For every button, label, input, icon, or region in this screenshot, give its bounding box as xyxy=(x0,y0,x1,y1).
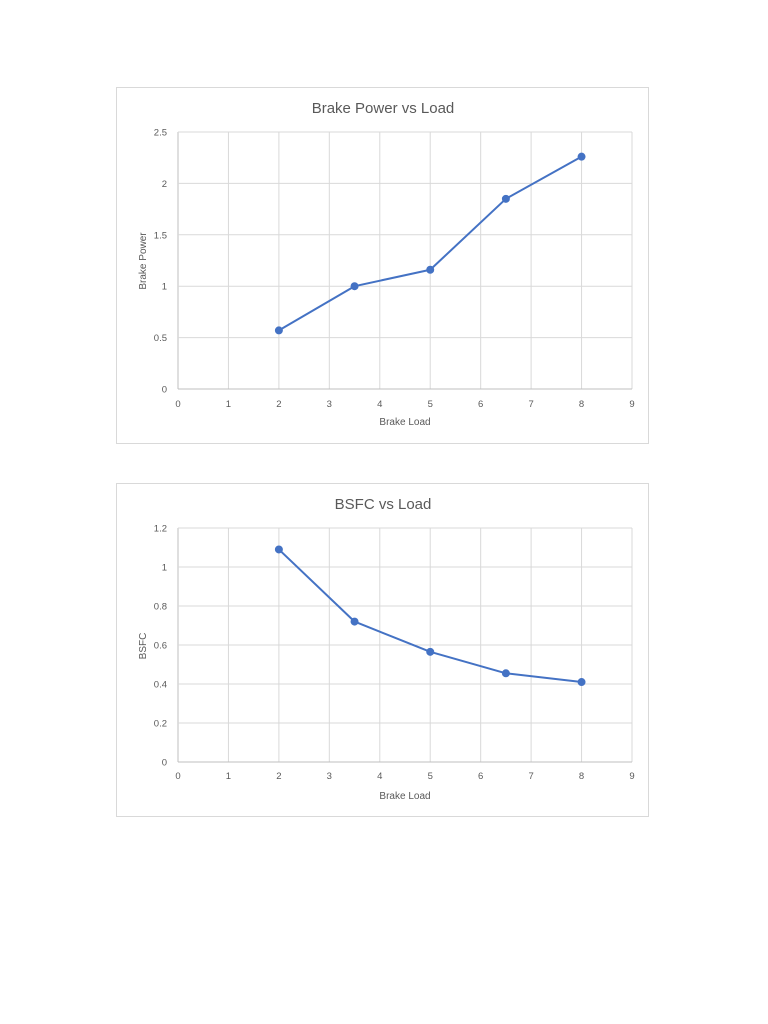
x-tick-label: 4 xyxy=(377,399,382,410)
y-tick-label: 0.4 xyxy=(154,680,167,691)
x-tick-label: 5 xyxy=(428,399,433,410)
data-point xyxy=(274,545,283,554)
x-tick-label: 8 xyxy=(579,399,584,410)
y-tick-label: 1 xyxy=(162,563,167,574)
x-axis-title: Brake Load xyxy=(379,791,430,802)
x-tick-label: 6 xyxy=(478,399,483,410)
x-tick-label: 1 xyxy=(226,771,231,782)
chart-title: Brake Power vs Load xyxy=(312,100,455,117)
bsfc-chart: BSFC vs Load 0 1 2 3 4 5 6 7 8 9 0 0.2 0.4 0.6 0.8 1 1.2… xyxy=(116,483,649,817)
x-tick-label: 8 xyxy=(579,771,584,782)
x-axis-title: Brake Load xyxy=(379,417,430,428)
x-tick-label: 3 xyxy=(327,399,332,410)
brake-power-chart-svg: Brake Power vs Load 0 1 2 3 4 5 6 7 8 9 0 0.5 1 1.5 2 2… xyxy=(138,100,635,428)
x-tick-label: 9 xyxy=(629,771,634,782)
y-tick-label: 1.2 xyxy=(154,524,167,535)
x-tick-label: 2 xyxy=(276,771,281,782)
x-tick-label: 0 xyxy=(175,771,180,782)
y-tick-label: 2.5 xyxy=(154,128,167,139)
y-tick-label: 0.6 xyxy=(154,641,167,652)
x-tick-label: 4 xyxy=(377,771,382,782)
bsfc-chart-svg: BSFC vs Load 0 1 2 3 4 5 6 7 8 9 0 0.2 0.4 0.6 0.8 1 1.2… xyxy=(138,496,635,802)
data-point xyxy=(350,282,359,291)
y-tick-label: 0.2 xyxy=(154,719,167,730)
y-tick-label: 0 xyxy=(162,758,167,769)
data-point xyxy=(501,194,510,203)
y-tick-label: 0.5 xyxy=(154,333,167,344)
x-tick-label: 7 xyxy=(528,771,533,782)
y-tick-label: 0.8 xyxy=(154,602,167,613)
chart-title: BSFC vs Load xyxy=(335,496,432,513)
y-tick-label: 0 xyxy=(162,385,167,396)
y-axis-title: BSFC xyxy=(138,633,149,660)
x-tick-label: 1 xyxy=(226,399,231,410)
x-tick-label: 9 xyxy=(629,399,634,410)
x-tick-label: 2 xyxy=(276,399,281,410)
x-tick-label: 7 xyxy=(528,399,533,410)
y-axis-title: Brake Power xyxy=(138,232,149,290)
data-point xyxy=(501,669,510,678)
x-tick-label: 5 xyxy=(428,771,433,782)
data-point xyxy=(350,617,359,626)
data-point xyxy=(577,678,586,687)
data-point xyxy=(426,265,435,274)
data-point xyxy=(577,152,586,161)
x-tick-label: 0 xyxy=(175,399,180,410)
y-tick-label: 2 xyxy=(162,179,167,190)
y-tick-label: 1.5 xyxy=(154,230,167,241)
data-point xyxy=(274,326,283,335)
brake-power-chart: Brake Power vs Load 0 1 2 3 4 5 6 7 8 9 0 0.5 1 1.5 2 2… xyxy=(116,87,649,444)
x-tick-label: 3 xyxy=(327,771,332,782)
x-tick-label: 6 xyxy=(478,771,483,782)
y-tick-label: 1 xyxy=(162,282,167,293)
data-point xyxy=(426,647,435,656)
